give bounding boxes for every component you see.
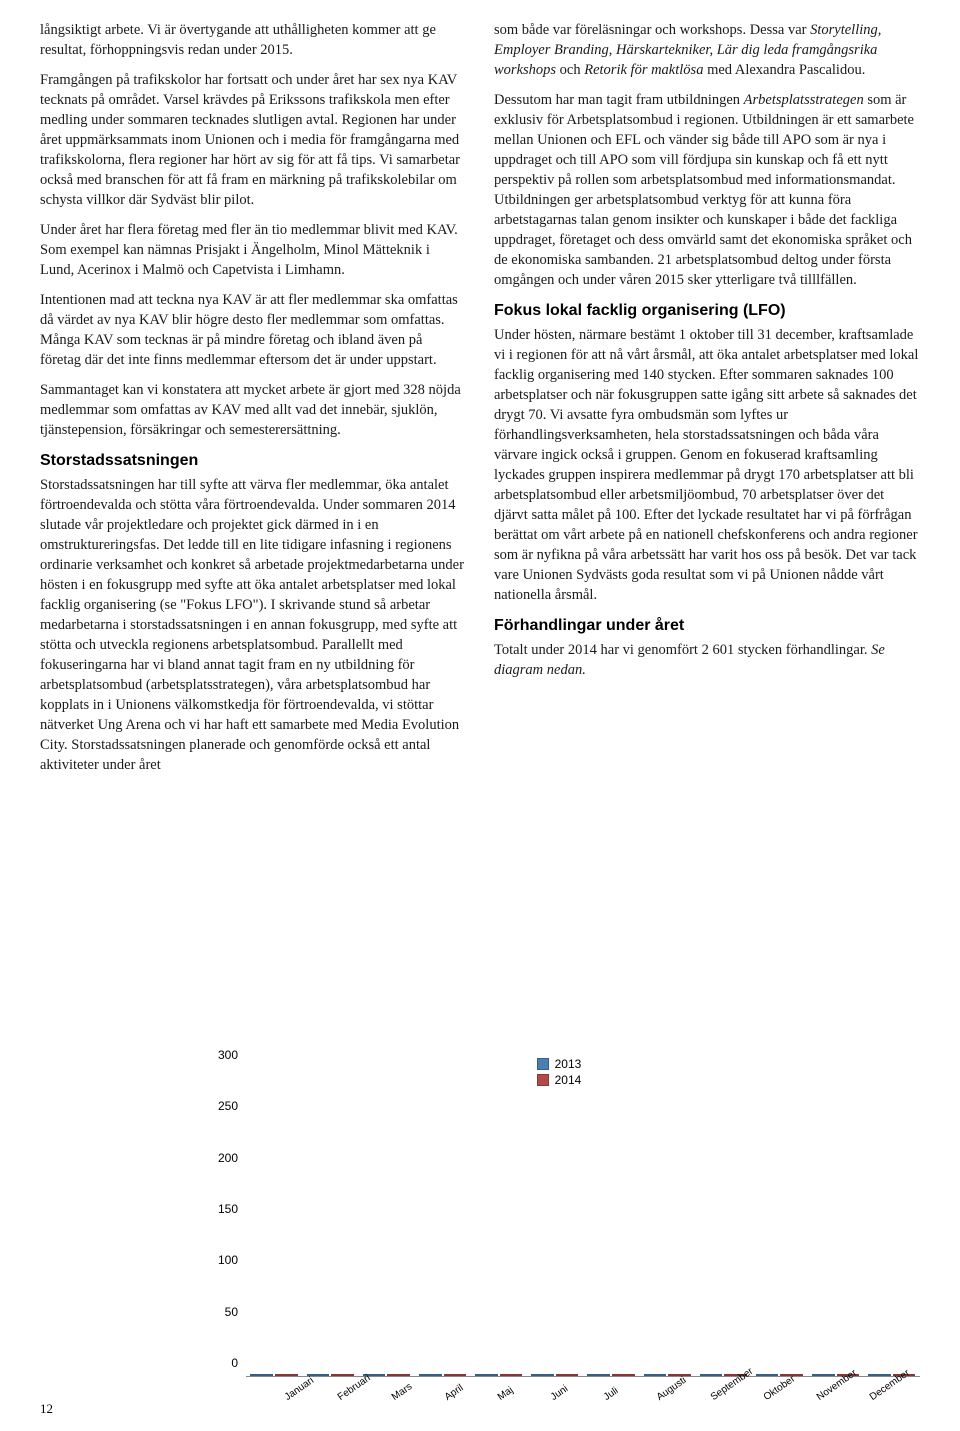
paragraph: som både var föreläsningar och workshops…	[494, 20, 920, 80]
paragraph: Intentionen mad att teckna nya KAV är at…	[40, 290, 466, 370]
text: som både var föreläsningar och workshops…	[494, 22, 810, 38]
y-tick-label: 200	[218, 1151, 238, 1165]
paragraph: Framgången på trafikskolor har fortsatt …	[40, 70, 466, 210]
left-column: långsiktigt arbete. Vi är övertygande at…	[40, 20, 466, 785]
bar	[700, 1374, 723, 1376]
text: Dessutom har man tagit fram utbildningen	[494, 92, 744, 108]
bar	[812, 1374, 835, 1376]
text-italic: Arbetsplatsstrategen	[744, 92, 864, 108]
text-italic: Retorik för maktlösa	[584, 62, 703, 78]
text: med Alexandra Pascalidou.	[703, 62, 865, 78]
bar-chart: 2013 2014 050100150200250300 JanuariFebr…	[210, 1059, 920, 1389]
paragraph: Storstadssatsningen har till syfte att v…	[40, 475, 466, 775]
bar	[250, 1374, 273, 1376]
bar	[444, 1374, 467, 1376]
paragraph: Totalt under 2014 har vi genomfört 2 601…	[494, 640, 920, 680]
y-tick-label: 250	[218, 1099, 238, 1113]
plot-area: JanuariFebruariMarsAprilMajJuniJuliAugus…	[246, 1069, 920, 1377]
bar	[644, 1374, 667, 1376]
paragraph: Under året har flera företag med fler än…	[40, 220, 466, 280]
bar	[331, 1374, 354, 1376]
y-tick-label: 100	[218, 1253, 238, 1267]
text: och	[556, 62, 584, 78]
bar-group	[250, 1374, 297, 1376]
y-tick-label: 300	[218, 1048, 238, 1062]
y-tick-label: 50	[225, 1305, 238, 1319]
subheading-forhandlingar: Förhandlingar under året	[494, 615, 920, 637]
bar	[756, 1374, 779, 1376]
text: som är exklusiv för Arbetsplatsombud i r…	[494, 92, 914, 288]
paragraph: Sammantaget kan vi konstatera att mycket…	[40, 380, 466, 440]
page-number: 12	[40, 1401, 53, 1417]
bar	[275, 1374, 298, 1376]
x-axis-labels: JanuariFebruariMarsAprilMajJuniJuliAugus…	[282, 1393, 920, 1404]
bar-group	[531, 1374, 578, 1376]
paragraph: Dessutom har man tagit fram utbildningen…	[494, 90, 920, 290]
bar	[868, 1374, 891, 1376]
y-axis: 050100150200250300	[210, 1059, 244, 1389]
bar	[387, 1374, 410, 1376]
two-column-layout: långsiktigt arbete. Vi är övertygande at…	[40, 20, 920, 785]
subheading-lfo: Fokus lokal facklig organisering (LFO)	[494, 300, 920, 322]
right-column: som både var föreläsningar och workshops…	[494, 20, 920, 785]
y-tick-label: 0	[231, 1356, 238, 1370]
paragraph: långsiktigt arbete. Vi är övertygande at…	[40, 20, 466, 60]
bars-container	[246, 1069, 920, 1376]
y-tick-label: 150	[218, 1202, 238, 1216]
text: Totalt under 2014 har vi genomfört 2 601…	[494, 642, 871, 658]
paragraph: Under hösten, närmare bestämt 1 oktober …	[494, 325, 920, 605]
bar	[500, 1374, 523, 1376]
subheading-storstad: Storstadssatsningen	[40, 450, 466, 472]
